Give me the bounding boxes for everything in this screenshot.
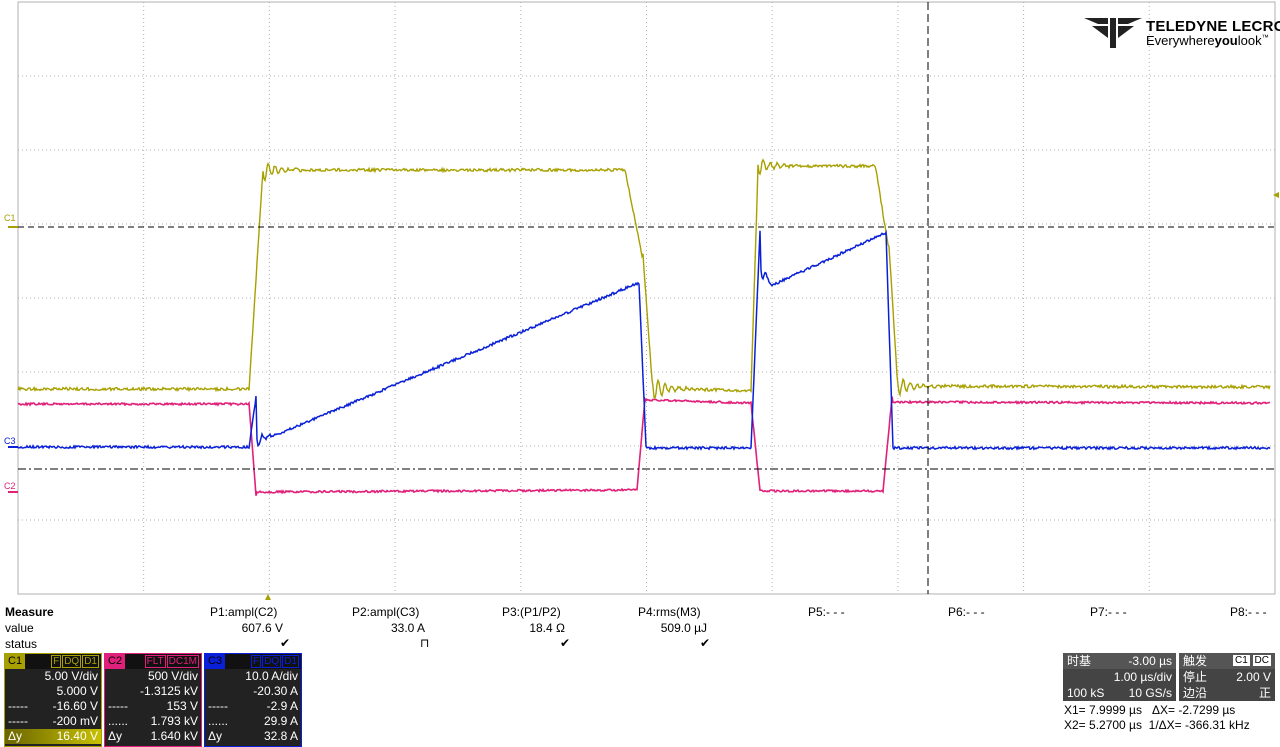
channel-row-label: -----	[8, 714, 28, 728]
cursor-inv-dx: 1/ΔX= -366.31 kHz	[1148, 718, 1250, 732]
channel-flag: DQ	[62, 655, 82, 668]
trigger-slope: 正	[1258, 686, 1271, 700]
channel-row-label: Δy	[8, 729, 23, 743]
measure-value-label: value	[5, 621, 34, 635]
param-value: 18.4 Ω	[529, 621, 565, 635]
channel-scale: 5.00 V/div	[44, 669, 98, 683]
channel-flag: DQ	[262, 655, 282, 668]
timebase-delay: -3.00 µs	[1128, 654, 1172, 668]
channel-flag: D1	[82, 655, 99, 668]
channel-row-value: 153 V	[166, 699, 198, 713]
channel-row-value: 16.40 V	[56, 729, 98, 743]
channel-tag: C3	[205, 654, 226, 669]
param-status-icon: ✔	[560, 636, 571, 650]
channel-flag: F	[51, 655, 62, 668]
param-status-icon: ⊓	[420, 636, 430, 650]
channel-row-value: 1.793 kV	[150, 714, 198, 728]
timebase-samples: 100 kS	[1067, 686, 1105, 700]
logo-icon	[1084, 18, 1142, 48]
channel-flag: FLT	[144, 655, 166, 668]
channel-offset: -20.30 A	[253, 684, 298, 698]
param-value: 607.6 V	[241, 621, 283, 635]
trigger-panel[interactable]: 触发 C1 DC 停止 2.00 V 边沿 正	[1179, 653, 1275, 701]
timebase-per-div: 1.00 µs/div	[1113, 670, 1172, 684]
brand-name: TELEDYNE LECROY	[1146, 18, 1280, 35]
channel-row-label: Δy	[208, 729, 223, 743]
timebase-panel[interactable]: 时基 -3.00 µs 1.00 µs/div 100 kS 10 GS/s	[1063, 653, 1176, 701]
param-name[interactable]: P6:- - -	[948, 605, 985, 619]
channel-row-label: ......	[208, 714, 229, 728]
param-name[interactable]: P7:- - -	[1090, 605, 1127, 619]
trigger-position-marker	[265, 594, 271, 600]
measure-title: Measure	[5, 605, 54, 619]
cursor-readout: X1= 7.9999 µs ΔX= -2.7299 µs X2= 5.2700 …	[1064, 703, 1250, 733]
channel-row-value: 32.8 A	[263, 729, 298, 743]
param-status-icon: ✔	[700, 636, 711, 650]
channel-flag: D1	[282, 655, 299, 668]
c3-offset-label: C3	[4, 436, 16, 446]
cursor-dx: ΔX= -2.7299 µs	[1152, 703, 1236, 717]
trigger-level-marker	[1273, 192, 1279, 198]
trigger-level: 2.00 V	[1236, 670, 1271, 684]
channel-row-value: -200 mV	[52, 714, 98, 728]
waveform-display[interactable]	[0, 0, 1280, 600]
trigger-coupling: DC	[1252, 655, 1271, 666]
channel-scale: 500 V/div	[147, 669, 198, 683]
trigger-edge-label: 边沿	[1183, 686, 1208, 700]
channel-descriptor-c1[interactable]: C1 F DQ D1 5.00 V/div 5.000 V ----- -16.60 V ---…	[4, 653, 102, 747]
trigger-mode: 停止	[1183, 670, 1208, 684]
channel-row-label: ......	[108, 714, 129, 728]
trigger-label: 触发	[1183, 654, 1208, 668]
param-status-icon: ✔	[280, 636, 291, 650]
teledyne-lecroy-logo: TELEDYNE LECROY Everywhereyoulook™	[1084, 16, 1280, 50]
channel-descriptor-c2[interactable]: C2 FLT DC1M 500 V/div -1.3125 kV ----- 153 V..…	[104, 653, 202, 747]
measure-table[interactable]: Measure value status P1:ampl(C2) 607.6 V ✔…	[0, 603, 1280, 651]
param-name[interactable]: P5:- - -	[808, 605, 845, 619]
channel-flag: F	[251, 655, 262, 668]
c1-waveform	[17, 158, 1271, 400]
channel-descriptor-c3[interactable]: C3 F DQ D1 10.0 A/div -20.30 A ----- -2.9 A....…	[204, 653, 302, 747]
c3-waveform	[17, 229, 1271, 451]
channel-row-value: -2.9 A	[266, 699, 298, 713]
channel-scale: 10.0 A/div	[245, 669, 298, 683]
param-value: 509.0 µJ	[660, 621, 707, 635]
channel-row-label: -----	[8, 699, 28, 713]
param-name[interactable]: P1:ampl(C2)	[210, 605, 278, 619]
param-name[interactable]: P3:(P1/P2)	[502, 605, 561, 619]
timebase-label: 时基	[1067, 654, 1092, 668]
channel-row-label: -----	[108, 699, 128, 713]
measure-status-label: status	[5, 637, 38, 651]
param-name[interactable]: P4:rms(M3)	[638, 605, 701, 619]
channel-offset: 5.000 V	[56, 684, 98, 698]
channel-row-label: -----	[208, 699, 228, 713]
channel-row-value: -16.60 V	[52, 699, 98, 713]
c1-offset-label: C1	[4, 213, 16, 223]
param-name[interactable]: P2:ampl(C3)	[352, 605, 420, 619]
trigger-channel: C1	[1232, 655, 1250, 666]
cursor-x1: X1= 7.9999 µs	[1064, 703, 1142, 717]
param-name[interactable]: P8:- - -	[1230, 605, 1267, 619]
channel-row-value: 29.9 A	[263, 714, 298, 728]
timebase-rate: 10 GS/s	[1128, 686, 1172, 700]
channel-offset: -1.3125 kV	[139, 684, 198, 698]
channel-tag: C1	[5, 654, 26, 669]
channel-row-value: 1.640 kV	[150, 729, 198, 743]
channel-tag: C2	[105, 654, 126, 669]
param-value: 33.0 A	[390, 621, 425, 635]
cursor-x2: X2= 5.2700 µs	[1064, 718, 1142, 732]
channel-flag: DC1M	[166, 655, 199, 668]
c2-offset-label: C2	[4, 481, 16, 491]
channel-row-label: Δy	[108, 729, 123, 743]
brand-tagline: Everywhereyoulook™	[1146, 33, 1269, 48]
